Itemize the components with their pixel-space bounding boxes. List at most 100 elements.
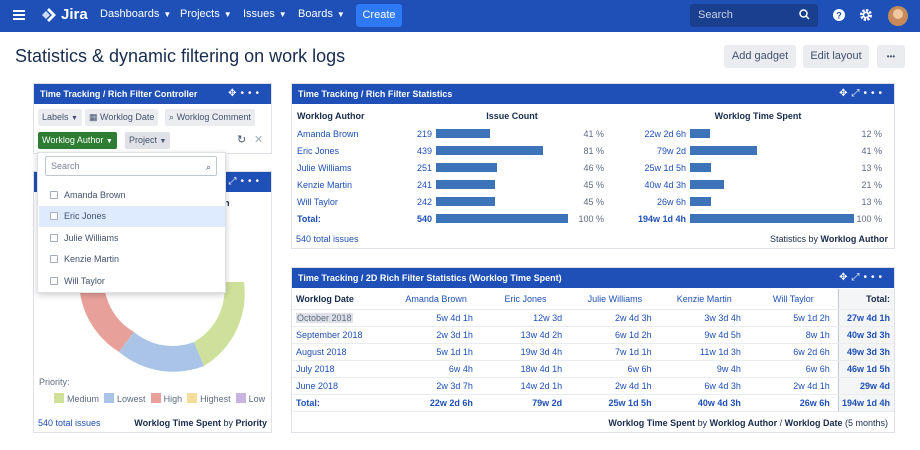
dropdown-search-input[interactable]: Search ⌕ (45, 156, 217, 176)
checkbox[interactable] (50, 191, 58, 199)
chip-project[interactable]: Project ▼ (125, 132, 171, 149)
author-cell[interactable]: Eric Jones (297, 145, 340, 156)
nav-issues[interactable]: Issues ▼ (243, 8, 287, 20)
help-icon[interactable]: ? (832, 8, 846, 22)
add-gadget-button[interactable]: Add gadget (724, 45, 796, 68)
author-cell: Total: (297, 213, 321, 224)
value-cell[interactable]: 6w 4d 3h (659, 377, 749, 395)
more-icon[interactable]: ••• (240, 88, 263, 99)
value-cell[interactable]: 19w 3d 4h (480, 343, 571, 361)
column-header[interactable]: Will Taylor (748, 289, 839, 310)
column-header[interactable]: Eric Jones (480, 289, 571, 310)
edit-layout-button[interactable]: Edit layout (803, 45, 869, 68)
jira-logo[interactable]: Jira (41, 6, 88, 23)
time-cell: 22w 2d 6h 12 % (622, 125, 894, 142)
row-label[interactable]: October 2018 (292, 309, 392, 327)
value-cell[interactable]: 5w 4d 1h (391, 309, 481, 327)
nav-boards[interactable]: Boards ▼ (298, 8, 345, 20)
chip-labels[interactable]: Labels ▼ (38, 109, 82, 126)
chip-worklog-comment[interactable]: ⌕ Worklog Comment (165, 109, 255, 126)
more-actions-button[interactable]: ••• (877, 45, 905, 68)
stats-total-issues[interactable]: 540 total issues (296, 234, 359, 244)
dropdown-option[interactable]: Eric Jones (39, 206, 225, 227)
expand-icon[interactable]: ⤢ (228, 176, 241, 187)
checkbox[interactable] (50, 234, 58, 242)
twod-footer-dim1: Worklog Author (709, 418, 778, 428)
settings-gear-icon[interactable] (859, 8, 873, 22)
count-percent: 46 % (583, 162, 604, 173)
value-cell[interactable]: 5w 1d 2h (748, 309, 839, 327)
total-cell: 22w 2d 6h (391, 394, 481, 412)
value-cell[interactable]: 2w 4d 1h (570, 377, 660, 395)
more-icon[interactable]: ••• (863, 272, 886, 283)
refresh-icon[interactable]: ↻ (237, 134, 247, 146)
row-label[interactable]: June 2018 (292, 377, 392, 395)
author-cell[interactable]: Amanda Brown (297, 128, 359, 139)
value-cell[interactable]: 9w 4h (659, 360, 749, 378)
menu-icon[interactable] (13, 8, 25, 22)
move-icon[interactable]: ✥ (228, 88, 241, 99)
chevron-down-icon: ▼ (105, 138, 113, 145)
value-cell[interactable]: 6w 2d 6h (748, 343, 839, 361)
author-cell[interactable]: Kenzie Martin (297, 179, 353, 190)
clear-icon[interactable]: ✕ (254, 134, 264, 146)
value-cell[interactable]: 2w 3d 7h (391, 377, 481, 395)
checkbox[interactable] (50, 277, 58, 285)
count-value: 540 (416, 213, 432, 224)
dropdown-option[interactable]: Kenzie Martin (39, 249, 225, 270)
pie-total-issues[interactable]: 540 total issues (38, 418, 101, 428)
chip-worklog-author[interactable]: Worklog Author ▼ (38, 132, 117, 149)
author-cell[interactable]: Will Taylor (297, 196, 338, 207)
column-header[interactable]: Julie Williams (570, 289, 660, 310)
value-cell[interactable]: 2w 4d 3h (570, 309, 660, 327)
value-cell[interactable]: 6w 6h (570, 360, 660, 378)
move-icon[interactable]: ✥ (839, 88, 852, 99)
dropdown-option[interactable]: Julie Williams (39, 228, 225, 249)
value-cell[interactable]: 8w 1h (748, 326, 839, 344)
author-cell[interactable]: Julie Williams (297, 162, 352, 173)
value-cell[interactable]: 6w 4h (391, 360, 481, 378)
value-cell[interactable]: 6w 1d 2h (570, 326, 660, 344)
value-cell[interactable]: 2w 4d 1h (748, 377, 839, 395)
value-cell[interactable]: 11w 1d 3h (659, 343, 749, 361)
value-cell[interactable]: 7w 1d 1h (570, 343, 660, 361)
twod-footer-metric: Worklog Time Spent (608, 418, 696, 428)
more-icon[interactable]: ••• (863, 88, 886, 99)
dropdown-option-label: Will Taylor (64, 276, 105, 286)
count-cell: 540 100 % (402, 210, 622, 227)
value-cell[interactable]: 2w 3d 1h (391, 326, 481, 344)
time-value: 194w 1d 4h (637, 213, 686, 224)
dropdown-option[interactable]: Amanda Brown (39, 185, 225, 206)
time-cell: 79w 2d 41 % (622, 142, 894, 159)
checkbox[interactable] (50, 212, 58, 220)
table-row: Kenzie Martin 241 45 % 40w 4d 3h 21 % (292, 176, 894, 193)
value-cell[interactable]: 6w 6h (748, 360, 839, 378)
value-cell[interactable]: 5w 1d 1h (391, 343, 481, 361)
value-cell[interactable]: 13w 4d 2h (480, 326, 571, 344)
value-cell[interactable]: 12w 3d (480, 309, 571, 327)
row-label[interactable]: September 2018 (292, 326, 392, 344)
checkbox[interactable] (50, 255, 58, 263)
row-label[interactable]: August 2018 (292, 343, 392, 361)
move-icon[interactable]: ✥ (839, 272, 852, 283)
create-button[interactable]: Create (356, 4, 402, 27)
more-icon[interactable]: ••• (240, 176, 263, 187)
nav-dashboards[interactable]: Dashboards ▼ (100, 8, 171, 20)
value-cell[interactable]: 14w 2d 1h (480, 377, 571, 395)
top-navigation: Jira Dashboards ▼ Projects ▼ Issues ▼ Board… (0, 0, 920, 32)
value-cell[interactable]: 18w 4d 1h (480, 360, 571, 378)
nav-projects[interactable]: Projects ▼ (180, 8, 232, 20)
user-avatar[interactable] (888, 6, 908, 26)
chip-worklog-date[interactable]: ▦ Worklog Date (85, 109, 159, 126)
column-header[interactable]: Kenzie Martin (659, 289, 749, 310)
chip-worklog-author-text: Worklog Author (42, 135, 104, 145)
expand-icon[interactable]: ⤢ (851, 272, 864, 283)
search-input[interactable]: Search (690, 4, 818, 27)
row-label[interactable]: July 2018 (292, 360, 392, 378)
expand-icon[interactable]: ⤢ (851, 88, 864, 99)
dropdown-option-label: Amanda Brown (64, 190, 126, 200)
value-cell[interactable]: 9w 4d 5h (659, 326, 749, 344)
dropdown-option[interactable]: Will Taylor (39, 271, 225, 292)
value-cell[interactable]: 3w 3d 4h (659, 309, 749, 327)
column-header[interactable]: Amanda Brown (391, 289, 481, 310)
